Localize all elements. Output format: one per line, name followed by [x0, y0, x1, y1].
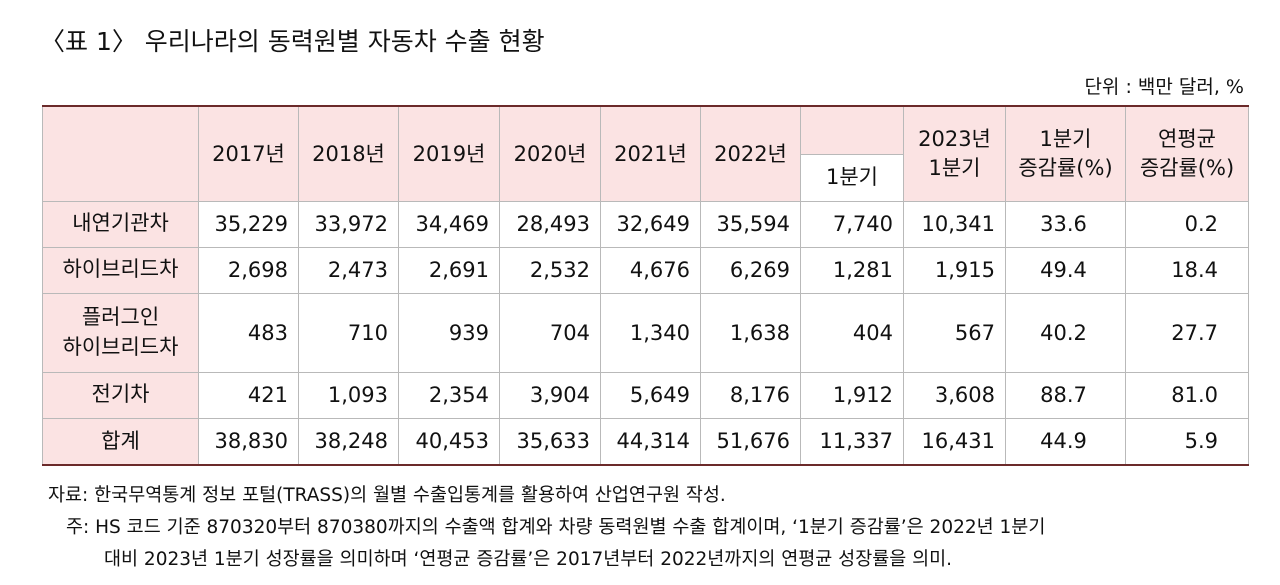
cell: 1,340 [600, 292, 701, 373]
cell: 404 [800, 292, 904, 373]
cell: 5,649 [600, 371, 701, 419]
cell-text: 전기차 [91, 382, 150, 407]
note-line: 대비 2023년 1분기 성장률을 의미하며 ‘연평균 증감률’은 2017년부… [104, 549, 953, 570]
cell: 567 [903, 292, 1006, 373]
data-table: 2017년 2018년 2019년 2020년 2021년 2022년 2023년 1분기 1분… [42, 105, 1249, 466]
cell: 38,830 [198, 417, 299, 466]
cell: 5.9 [1125, 417, 1249, 466]
cell-text: 플러그인 [81, 305, 160, 330]
year-header: 2020년 [499, 105, 601, 202]
cell-text: 합계 [101, 428, 140, 453]
year-header: 2021년 [600, 105, 701, 202]
empty-header [800, 105, 904, 155]
cell: 1,093 [298, 371, 399, 419]
cell: 11,337 [800, 417, 904, 466]
cell: 2,354 [398, 371, 500, 419]
cell: 1,638 [700, 292, 801, 373]
cell: 421 [198, 371, 299, 419]
cell: 2,473 [298, 246, 399, 294]
table-row: 전기차 421 1,093 2,354 3,904 5,649 8,176 1,912 3,60… [42, 371, 1249, 419]
cell-text: 하이브리드차 [62, 257, 179, 282]
cell-text: 1분기 [1039, 127, 1092, 152]
cell: 7,740 [800, 200, 904, 248]
cell: 35,594 [700, 200, 801, 248]
cell: 40,453 [398, 417, 500, 466]
cell: 27.7 [1125, 292, 1249, 373]
corner-cell [42, 105, 199, 202]
year-header: 2017년 [198, 105, 299, 202]
cell: 16,431 [903, 417, 1006, 466]
row-label: 전기차 [42, 371, 199, 419]
cell: 35,229 [198, 200, 299, 248]
cell: 44,314 [600, 417, 701, 466]
cell: 33.6 [1005, 200, 1126, 248]
header: 2023년 1분기 [903, 105, 1006, 202]
cell-text: 증감률(%) [1018, 155, 1113, 180]
table-row: 플러그인 하이브리드차 483 710 939 704 1,340 1,638 404 567 40… [42, 292, 1249, 373]
row-label: 하이브리드차 [42, 246, 199, 294]
cell: 88.7 [1005, 371, 1126, 419]
cell: 8,176 [700, 371, 801, 419]
cell: 3,904 [499, 371, 601, 419]
cell-text: 내연기관차 [72, 211, 169, 236]
cell: 1,912 [800, 371, 904, 419]
cell: 35,633 [499, 417, 601, 466]
cell: 10,341 [903, 200, 1006, 248]
unit-note: 단위 : 백만 달러, % [1084, 76, 1244, 98]
cell: 33,972 [298, 200, 399, 248]
cell: 49.4 [1005, 246, 1126, 294]
cell: 32,649 [600, 200, 701, 248]
cell: 1,915 [903, 246, 1006, 294]
cell-text: 하이브리드차 [62, 334, 179, 359]
note-line: 주: HS 코드 기준 870320부터 870380까지의 수출액 합계와 차… [66, 517, 1046, 538]
cell: 1,281 [800, 246, 904, 294]
cell-text: 증감률(%) [1139, 155, 1235, 180]
table-row: 하이브리드차 2,698 2,473 2,691 2,532 4,676 6,269 1,28… [42, 246, 1249, 294]
cell: 2,532 [499, 246, 601, 294]
row-label: 합계 [42, 417, 199, 466]
table-row: 내연기관차 35,229 33,972 34,469 28,493 32,649 35,59… [42, 200, 1249, 248]
table-title: 〈표 1〉 우리나라의 동력원별 자동차 수출 현황 [40, 27, 545, 56]
cell: 81.0 [1125, 371, 1249, 419]
cell: 6,269 [700, 246, 801, 294]
cell: 18.4 [1125, 246, 1249, 294]
cell-text: 2023년 [918, 127, 991, 152]
cell: 2,698 [198, 246, 299, 294]
cell: 704 [499, 292, 601, 373]
cell: 4,676 [600, 246, 701, 294]
row-label: 내연기관차 [42, 200, 199, 248]
year-header: 2018년 [298, 105, 399, 202]
source-note: 자료: 한국무역통계 정보 포털(TRASS)의 월별 수출입통계를 활용하여 … [48, 485, 726, 506]
cell: 939 [398, 292, 500, 373]
cell: 28,493 [499, 200, 601, 248]
q1-header: 1분기 [800, 153, 904, 202]
cell-text: 연평균 [1158, 127, 1216, 152]
year-header: 2022년 [700, 105, 801, 202]
cell: 3,608 [903, 371, 1006, 419]
cell: 34,469 [398, 200, 500, 248]
cell: 2,691 [398, 246, 500, 294]
cell: 483 [198, 292, 299, 373]
cell: 40.2 [1005, 292, 1126, 373]
cell-text: 1분기 [928, 155, 981, 180]
cell: 710 [298, 292, 399, 373]
cell: 38,248 [298, 417, 399, 466]
year-header: 2019년 [398, 105, 500, 202]
cell: 0.2 [1125, 200, 1249, 248]
table-row: 합계 38,830 38,248 40,453 35,633 44,314 51,676 11… [42, 417, 1249, 466]
cell: 51,676 [700, 417, 801, 466]
cell: 44.9 [1005, 417, 1126, 466]
